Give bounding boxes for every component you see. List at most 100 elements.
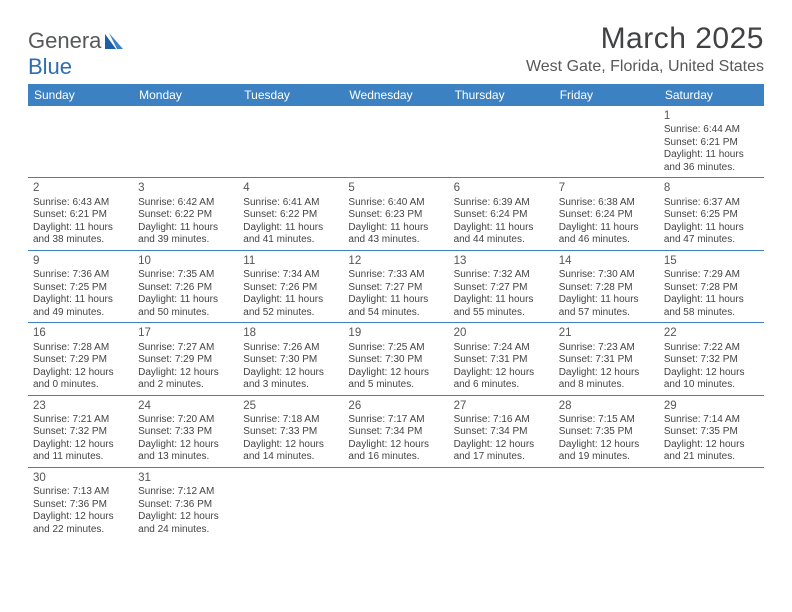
day-number: 17 — [138, 326, 233, 340]
calendar-cell: 26Sunrise: 7:17 AMSunset: 7:34 PMDayligh… — [343, 396, 448, 468]
weekday-header: Sunday Monday Tuesday Wednesday Thursday… — [28, 84, 764, 106]
day-number: 7 — [559, 181, 654, 195]
sunrise-text: Sunrise: 7:30 AM — [559, 269, 654, 282]
sunset-text: Sunset: 6:21 PM — [664, 137, 759, 150]
weekday-thu: Thursday — [449, 84, 554, 106]
sunset-text: Sunset: 7:27 PM — [454, 282, 549, 295]
sunrise-text: Sunrise: 7:14 AM — [664, 414, 759, 427]
day-number: 1 — [664, 109, 759, 123]
day-number: 16 — [33, 326, 128, 340]
daylight-line1: Daylight: 11 hours — [454, 294, 549, 307]
sunset-text: Sunset: 7:30 PM — [348, 354, 443, 367]
daylight-line1: Daylight: 12 hours — [559, 439, 654, 452]
daylight-line2: and 10 minutes. — [664, 379, 759, 392]
sunrise-text: Sunrise: 6:39 AM — [454, 197, 549, 210]
daylight-line2: and 47 minutes. — [664, 234, 759, 247]
daylight-line1: Daylight: 12 hours — [138, 439, 233, 452]
sunrise-text: Sunrise: 7:12 AM — [138, 486, 233, 499]
sunset-text: Sunset: 7:28 PM — [664, 282, 759, 295]
day-number: 2 — [33, 181, 128, 195]
calendar-cell: 18Sunrise: 7:26 AMSunset: 7:30 PMDayligh… — [238, 323, 343, 395]
day-number: 24 — [138, 399, 233, 413]
sunset-text: Sunset: 7:33 PM — [243, 426, 338, 439]
sunrise-text: Sunrise: 7:20 AM — [138, 414, 233, 427]
location: West Gate, Florida, United States — [526, 58, 764, 76]
sunset-text: Sunset: 7:34 PM — [348, 426, 443, 439]
sunset-text: Sunset: 7:33 PM — [138, 426, 233, 439]
calendar-cell: 28Sunrise: 7:15 AMSunset: 7:35 PMDayligh… — [554, 396, 659, 468]
daylight-line1: Daylight: 11 hours — [559, 294, 654, 307]
sunset-text: Sunset: 6:23 PM — [348, 209, 443, 222]
sunrise-text: Sunrise: 7:26 AM — [243, 342, 338, 355]
sunrise-text: Sunrise: 6:41 AM — [243, 197, 338, 210]
calendar-cell: 10Sunrise: 7:35 AMSunset: 7:26 PMDayligh… — [133, 251, 238, 323]
sunrise-text: Sunrise: 7:24 AM — [454, 342, 549, 355]
calendar-cell-empty — [343, 106, 448, 178]
calendar-body: 1Sunrise: 6:44 AMSunset: 6:21 PMDaylight… — [28, 106, 764, 540]
sunset-text: Sunset: 7:25 PM — [33, 282, 128, 295]
calendar-cell: 2Sunrise: 6:43 AMSunset: 6:21 PMDaylight… — [28, 178, 133, 250]
sunrise-text: Sunrise: 7:36 AM — [33, 269, 128, 282]
sunrise-text: Sunrise: 7:25 AM — [348, 342, 443, 355]
day-number: 23 — [33, 399, 128, 413]
daylight-line1: Daylight: 12 hours — [33, 367, 128, 380]
calendar-cell: 24Sunrise: 7:20 AMSunset: 7:33 PMDayligh… — [133, 396, 238, 468]
title-block: March 2025 West Gate, Florida, United St… — [526, 22, 764, 76]
sunset-text: Sunset: 7:27 PM — [348, 282, 443, 295]
daylight-line1: Daylight: 11 hours — [454, 222, 549, 235]
daylight-line1: Daylight: 12 hours — [454, 439, 549, 452]
day-number: 14 — [559, 254, 654, 268]
sail-icon — [103, 31, 125, 51]
daylight-line1: Daylight: 12 hours — [348, 367, 443, 380]
daylight-line2: and 14 minutes. — [243, 451, 338, 464]
daylight-line1: Daylight: 11 hours — [348, 294, 443, 307]
calendar-cell: 6Sunrise: 6:39 AMSunset: 6:24 PMDaylight… — [449, 178, 554, 250]
day-number: 21 — [559, 326, 654, 340]
calendar-cell-empty — [133, 106, 238, 178]
daylight-line1: Daylight: 12 hours — [664, 367, 759, 380]
calendar-cell: 13Sunrise: 7:32 AMSunset: 7:27 PMDayligh… — [449, 251, 554, 323]
sunrise-text: Sunrise: 7:23 AM — [559, 342, 654, 355]
day-number: 4 — [243, 181, 338, 195]
sunset-text: Sunset: 7:30 PM — [243, 354, 338, 367]
month-title: March 2025 — [526, 22, 764, 56]
sunset-text: Sunset: 7:31 PM — [559, 354, 654, 367]
calendar-cell: 14Sunrise: 7:30 AMSunset: 7:28 PMDayligh… — [554, 251, 659, 323]
day-number: 6 — [454, 181, 549, 195]
calendar-cell-empty — [238, 106, 343, 178]
daylight-line2: and 6 minutes. — [454, 379, 549, 392]
sunset-text: Sunset: 7:34 PM — [454, 426, 549, 439]
daylight-line2: and 13 minutes. — [138, 451, 233, 464]
day-number: 19 — [348, 326, 443, 340]
sunset-text: Sunset: 7:29 PM — [138, 354, 233, 367]
sunset-text: Sunset: 6:22 PM — [138, 209, 233, 222]
daylight-line2: and 16 minutes. — [348, 451, 443, 464]
day-number: 9 — [33, 254, 128, 268]
calendar-cell: 31Sunrise: 7:12 AMSunset: 7:36 PMDayligh… — [133, 468, 238, 540]
sunrise-text: Sunrise: 6:38 AM — [559, 197, 654, 210]
logo-text-gray: Genera — [28, 28, 101, 54]
daylight-line2: and 24 minutes. — [138, 524, 233, 537]
calendar-cell: 4Sunrise: 6:41 AMSunset: 6:22 PMDaylight… — [238, 178, 343, 250]
sunrise-text: Sunrise: 6:43 AM — [33, 197, 128, 210]
sunset-text: Sunset: 7:32 PM — [664, 354, 759, 367]
calendar-cell-empty — [554, 468, 659, 540]
calendar-cell: 15Sunrise: 7:29 AMSunset: 7:28 PMDayligh… — [659, 251, 764, 323]
calendar-cell-empty — [449, 468, 554, 540]
day-number: 12 — [348, 254, 443, 268]
sunrise-text: Sunrise: 6:40 AM — [348, 197, 443, 210]
calendar-cell: 12Sunrise: 7:33 AMSunset: 7:27 PMDayligh… — [343, 251, 448, 323]
daylight-line1: Daylight: 12 hours — [33, 511, 128, 524]
sunrise-text: Sunrise: 7:33 AM — [348, 269, 443, 282]
sunset-text: Sunset: 7:31 PM — [454, 354, 549, 367]
calendar-cell: 23Sunrise: 7:21 AMSunset: 7:32 PMDayligh… — [28, 396, 133, 468]
sunrise-text: Sunrise: 7:35 AM — [138, 269, 233, 282]
daylight-line2: and 54 minutes. — [348, 307, 443, 320]
weekday-wed: Wednesday — [343, 84, 448, 106]
calendar-cell: 8Sunrise: 6:37 AMSunset: 6:25 PMDaylight… — [659, 178, 764, 250]
calendar-cell: 3Sunrise: 6:42 AMSunset: 6:22 PMDaylight… — [133, 178, 238, 250]
weekday-fri: Friday — [554, 84, 659, 106]
calendar-cell: 25Sunrise: 7:18 AMSunset: 7:33 PMDayligh… — [238, 396, 343, 468]
calendar-cell: 7Sunrise: 6:38 AMSunset: 6:24 PMDaylight… — [554, 178, 659, 250]
day-number: 11 — [243, 254, 338, 268]
